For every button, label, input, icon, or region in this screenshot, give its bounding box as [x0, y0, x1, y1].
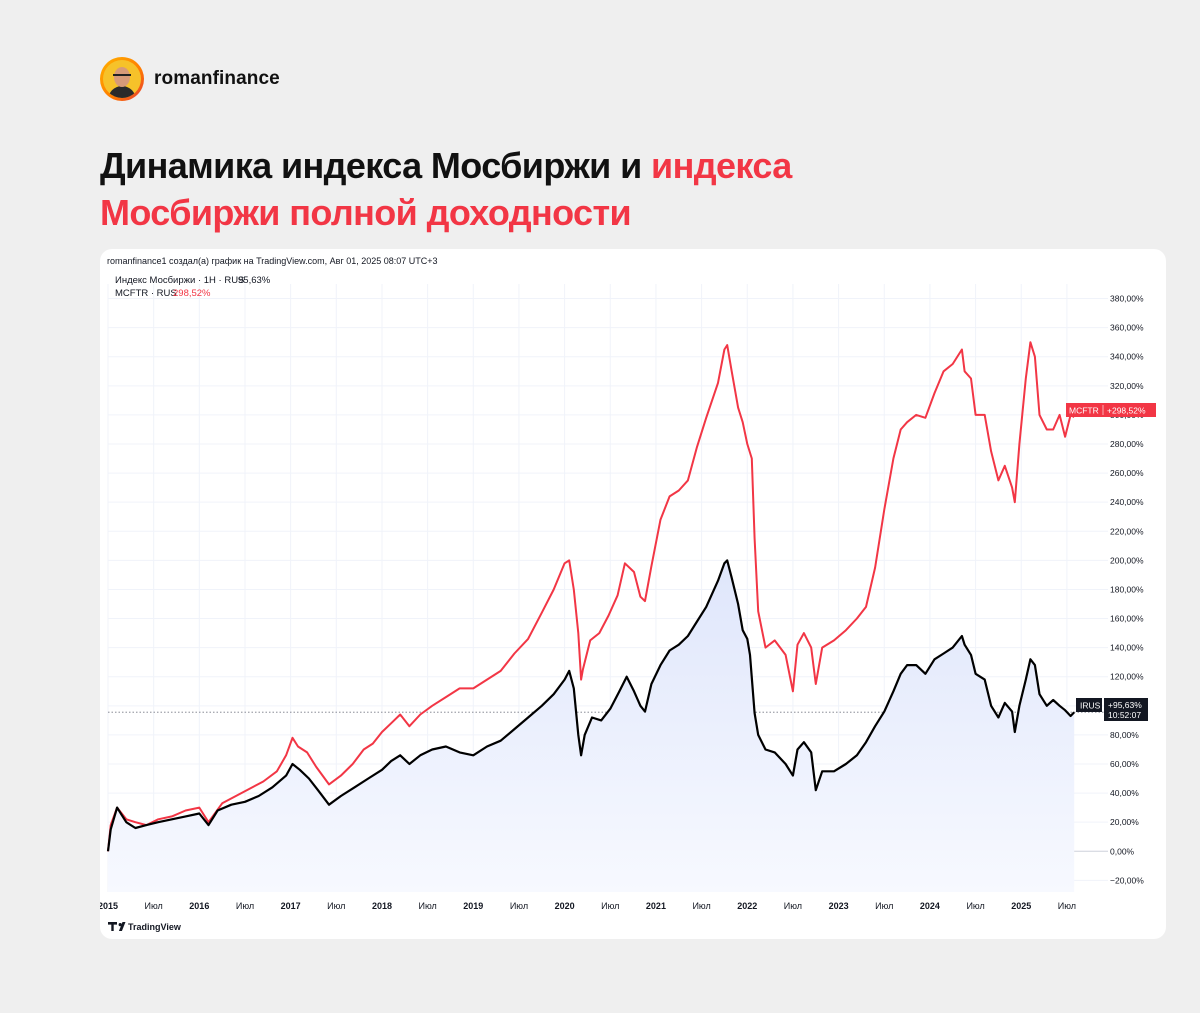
irus-badge-time: 10:52:07: [1108, 710, 1141, 720]
y-tick-label: 200,00%: [1110, 555, 1144, 565]
headline-part-1: Динамика индекса Мосбиржи и: [100, 145, 652, 186]
x-tick-label: Июл: [966, 901, 984, 911]
x-tick-label: 2017: [281, 901, 301, 911]
legend-imoex-value: 95,63%: [238, 275, 271, 286]
mcftr-badge-value: +298,52%: [1107, 406, 1146, 416]
x-tick-label: Июл: [510, 901, 528, 911]
y-tick-label: 160,00%: [1110, 614, 1144, 624]
irus-area-fill: [108, 560, 1075, 892]
x-tick-label: Июл: [692, 901, 710, 911]
chart-source-caption: romanfinance1 создал(а) график на Tradin…: [107, 256, 438, 266]
x-tick-label: 2021: [646, 901, 666, 911]
mcftr-badge-name: MCFTR: [1069, 406, 1099, 416]
y-tick-label: 380,00%: [1110, 294, 1144, 304]
irus-badge: IRUS +95,63% 10:52:07: [1076, 698, 1148, 721]
brand: romanfinance: [100, 55, 280, 103]
x-tick-label: 2015: [100, 901, 118, 911]
irus-badge-name: IRUS: [1080, 701, 1101, 711]
y-tick-label: 220,00%: [1110, 526, 1144, 536]
x-tick-label: Июл: [601, 901, 619, 911]
series-line-irus: [106, 559, 1075, 852]
y-tick-label: 340,00%: [1110, 352, 1144, 362]
x-tick-label: 2018: [372, 901, 392, 911]
y-tick-label: 360,00%: [1110, 323, 1144, 333]
x-tick-label: Июл: [418, 901, 436, 911]
headline: Динамика индекса Мосбиржи и индекса Мосб…: [100, 142, 792, 236]
y-axis: −20,00%0,00%20,00%40,00%60,00%80,00%100,…: [1110, 294, 1144, 886]
x-tick-label: Июл: [784, 901, 802, 911]
x-tick-label: 2019: [463, 901, 483, 911]
x-tick-label: 2020: [555, 901, 575, 911]
chart: −20,00%0,00%20,00%40,00%60,00%80,00%100,…: [100, 256, 1156, 932]
x-tick-label: 2024: [920, 901, 940, 911]
legend-imoex-label: Индекс Мосбиржи · 1Н · RUS: [115, 275, 244, 286]
irus-badge-bg: [1104, 698, 1148, 721]
x-tick-label: 2022: [737, 901, 757, 911]
series-layer: [106, 341, 1075, 852]
x-tick-label: Июл: [875, 901, 893, 911]
x-tick-label: Июл: [1058, 901, 1076, 911]
legend-mcftr-value: 298,52%: [173, 288, 211, 299]
y-tick-label: 40,00%: [1110, 788, 1139, 798]
area-layer: [108, 560, 1075, 892]
headline-part-3: Мосбиржи полной доходности: [100, 192, 632, 233]
x-tick-label: 2025: [1011, 901, 1031, 911]
tradingview-logo-icon: [108, 922, 117, 931]
avatar: [100, 57, 144, 101]
y-tick-label: 280,00%: [1110, 439, 1144, 449]
y-tick-label: 180,00%: [1110, 584, 1144, 594]
tradingview-logo: TradingView: [108, 922, 182, 932]
x-axis: 2015 Июл 2016 Июл 2017 Июл 2018 Июл 2019 Июл 2020 И…: [100, 901, 1076, 911]
x-tick-label: Июл: [145, 901, 163, 911]
irus-badge-value: +95,63%: [1108, 700, 1142, 710]
y-tick-label: −20,00%: [1110, 875, 1144, 885]
y-tick-label: 140,00%: [1110, 643, 1144, 653]
y-tick-label: 120,00%: [1110, 672, 1144, 682]
y-tick-label: 260,00%: [1110, 468, 1144, 478]
y-tick-label: 60,00%: [1110, 759, 1139, 769]
irus-badge-name-bg: [1076, 698, 1102, 712]
x-tick-label: Июл: [236, 901, 254, 911]
tradingview-logo-text: TradingView: [128, 922, 182, 932]
series-line-mcftr: [107, 341, 1075, 852]
y-tick-label: 0,00%: [1110, 846, 1135, 856]
y-tick-label: 240,00%: [1110, 497, 1144, 507]
mcftr-badge: MCFTR +298,52%: [1066, 403, 1156, 417]
y-tick-label: 80,00%: [1110, 730, 1139, 740]
y-tick-label: 320,00%: [1110, 381, 1144, 391]
x-tick-label: Июл: [327, 901, 345, 911]
headline-part-2: индекса: [651, 145, 792, 186]
tradingview-logo-slash: [118, 922, 126, 931]
tradingview-logo-dot: [118, 923, 122, 927]
x-tick-label: 2023: [829, 901, 849, 911]
chart-card: −20,00%0,00%20,00%40,00%60,00%80,00%100,…: [100, 249, 1166, 939]
y-tick-label: 20,00%: [1110, 817, 1139, 827]
brand-name: romanfinance: [154, 68, 280, 89]
legend-mcftr-label: MCFTR · RUS: [115, 288, 177, 299]
mcftr-badge-bg: [1066, 403, 1156, 417]
x-tick-label: 2016: [189, 901, 209, 911]
